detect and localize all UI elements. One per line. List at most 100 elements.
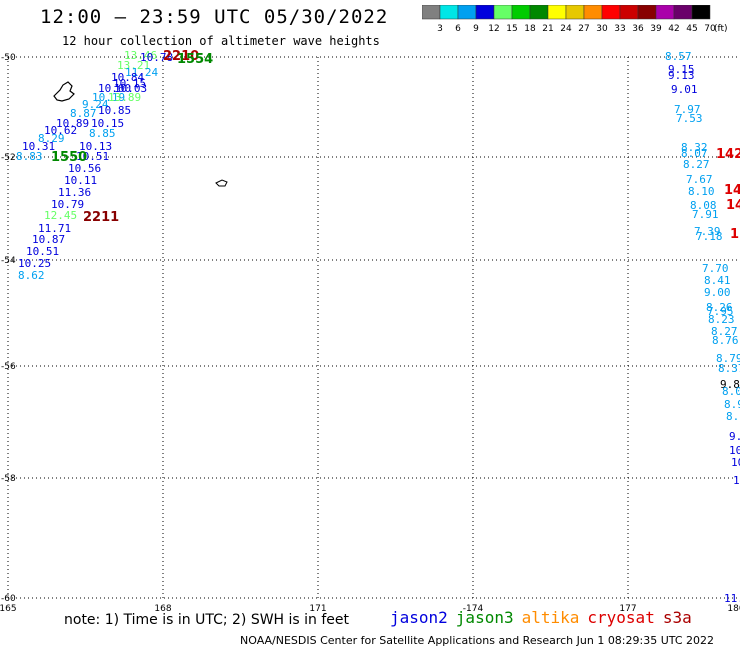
scale-label-42: 42 <box>668 24 679 33</box>
swh-label: 11.36 <box>58 186 91 199</box>
map-grid <box>7 56 740 599</box>
swh-label: 8.10 <box>688 185 715 198</box>
lat-label: -60 <box>1 594 16 604</box>
time-tag: 1550 <box>51 150 87 165</box>
mission-cryosat: cryosat <box>587 608 655 627</box>
scale-label-30: 30 <box>596 24 608 33</box>
swh-label: 8.08 <box>690 199 717 212</box>
swh-label: 10.51 <box>26 245 59 258</box>
swh-label: 10.11 <box>64 174 97 187</box>
scale-label-6: 6 <box>455 24 461 33</box>
swh-label: 8.37 <box>718 362 740 375</box>
time-tag: 142 <box>716 147 740 162</box>
swh-label: 11. <box>724 592 740 605</box>
swh-label: 11.24 <box>125 66 158 79</box>
scale-unit: (ft) <box>714 24 728 33</box>
swh-label: 9.24 <box>82 98 109 111</box>
swh-label: 8.57 <box>665 50 692 63</box>
scale-label-70: 70 <box>704 24 716 33</box>
time-tag: 1 <box>730 227 739 242</box>
swh-label: 8.83 <box>16 150 43 163</box>
swh-label: 10 <box>729 444 740 457</box>
swh-label: 8.62 <box>18 269 45 282</box>
swh-label: 10 <box>731 456 740 469</box>
swh-label: 10.87 <box>32 233 65 246</box>
swh-label: 8.0 <box>722 385 740 398</box>
campbell-island-icon <box>215 179 228 187</box>
swh-label: 10.79 <box>51 198 84 211</box>
swh-label: 10.62 <box>44 124 77 137</box>
scale-label-18: 18 <box>524 24 536 33</box>
mission-altika: altika <box>521 608 580 627</box>
swh-label: 10.51 <box>76 150 109 163</box>
swh-label: 8.85 <box>89 127 116 140</box>
scale-label-9: 9 <box>473 24 479 33</box>
swh-label: 13.21 <box>117 59 150 72</box>
lon-label: 171 <box>309 604 326 614</box>
swh-label: 10.15 <box>113 77 146 90</box>
right-altimeter-track: 8.579.159.139.017.977.538.328.078.277.67… <box>665 50 740 605</box>
lon-label: 180 <box>727 604 740 614</box>
lat-label: -52 <box>1 153 16 163</box>
time-tag: 2210 <box>163 49 199 64</box>
swh-label: 9.15 <box>668 63 695 76</box>
swh-label: 10.56 <box>68 162 101 175</box>
mission-jason2: jason2 <box>390 608 448 627</box>
scale-swatch-70 <box>691 5 711 20</box>
mission-jason3: jason3 <box>455 608 514 627</box>
swh-label: 10.25 <box>18 257 51 270</box>
swh-label: 8.29 <box>38 132 65 145</box>
swh-label: 9. <box>729 430 740 443</box>
swh-label: 8.41 <box>704 274 731 287</box>
time-tag: 2211 <box>83 210 119 225</box>
lon-label: 165 <box>0 604 17 614</box>
swh-label: 8.8 <box>726 410 740 423</box>
swh-label: 10 <box>733 474 740 487</box>
scale-label-39: 39 <box>650 24 662 33</box>
swh-label: 13.89 <box>108 91 141 104</box>
swh-label: 8.87 <box>70 107 97 120</box>
lon-label: -174 <box>463 604 484 614</box>
scale-label-15: 15 <box>506 24 517 33</box>
swh-label: 7.95 <box>707 305 734 318</box>
lat-label: -50 <box>1 53 16 63</box>
scale-label-3: 3 <box>437 24 443 33</box>
swh-label: 9.13 <box>668 69 695 82</box>
lon-label: 168 <box>154 604 171 614</box>
time-tag: 14 <box>724 183 740 198</box>
lat-label: -54 <box>1 256 16 266</box>
swh-label: 8.9 <box>724 398 740 411</box>
swh-label: 10.84 <box>111 71 144 84</box>
swh-label: 7.39 <box>694 225 721 238</box>
footer-credit: NOAA/NESDIS Center for Satellite Applica… <box>240 634 715 647</box>
swh-label: 10.03 <box>114 82 147 95</box>
scale-label-45: 45 <box>686 24 697 33</box>
map-title: 12:00 – 23:59 UTC 05/30/2022 <box>40 6 389 28</box>
left-altimeter-track: 13.4610.7813.2111.2410.8410.1510.6010.03… <box>16 49 213 282</box>
swh-label: 8.76 <box>712 334 739 347</box>
swh-label: 9.8 <box>720 378 740 391</box>
swh-label: 7.70 <box>702 262 729 275</box>
swh-label: 10.60 <box>98 82 131 95</box>
islands <box>53 81 228 187</box>
swh-label: 13.46 <box>124 49 157 62</box>
swh-label: 10.31 <box>22 140 55 153</box>
auckland-islands-icon <box>53 81 75 102</box>
color-scale-legend: 3 6 9 12 15 18 21 24 27 30 33 36 39 42 45 70(ft) <box>422 5 728 33</box>
lat-label: -58 <box>1 474 16 484</box>
swh-label: 10.78 <box>140 51 173 64</box>
swh-label: 9.00 <box>704 286 731 299</box>
swh-label: 7.97 <box>674 103 701 116</box>
scale-label-24: 24 <box>560 24 572 33</box>
swh-label: 8.23 <box>708 313 735 326</box>
swh-label: 8.27 <box>683 158 710 171</box>
swh-label: 10.85 <box>98 104 131 117</box>
footer-note: note: 1) Time is in UTC; 2) SWH is in fe… <box>64 612 350 628</box>
swh-label: 10.19 <box>92 91 125 104</box>
scale-label-36: 36 <box>632 24 644 33</box>
swh-label: 8.32 <box>681 141 708 154</box>
scale-label-21: 21 <box>542 24 553 33</box>
swh-label: 9.01 <box>671 83 698 96</box>
time-tag: 14 <box>726 198 740 213</box>
